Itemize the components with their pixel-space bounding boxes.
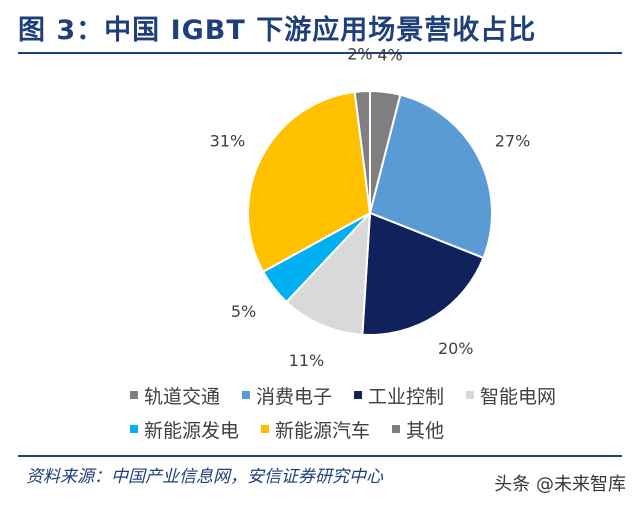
pie-slice-label-0: 4%	[377, 45, 402, 64]
pie-slice-label-5: 31%	[210, 131, 246, 150]
pie-slice-label-1: 27%	[495, 131, 531, 150]
legend-label-5: 新能源汽车	[275, 419, 371, 442]
legend-label-6: 其他	[406, 419, 445, 442]
legend-label-1: 消费电子	[256, 385, 333, 408]
source-divider	[18, 455, 622, 457]
legend-label-2: 工业控制	[368, 385, 445, 408]
pie-slice-6	[353, 89, 371, 214]
title-divider	[18, 52, 622, 54]
legend-swatch-4	[130, 425, 138, 433]
pie-slice-label-4: 5%	[231, 302, 256, 321]
pie-slice-5	[247, 90, 372, 274]
legend-label-3: 智能电网	[480, 385, 557, 408]
legend-label-0: 轨道交通	[144, 385, 221, 408]
pie-slice-label-3: 11%	[289, 351, 325, 370]
legend-swatch-1	[242, 391, 251, 399]
pie-chart: 4% 27% 20% 11% 5% 31% 2%	[210, 44, 531, 370]
legend-swatch-6	[392, 425, 401, 433]
legend-swatch-5	[261, 425, 270, 433]
pie-slice-3	[285, 210, 372, 336]
chart-title: 图 3：中国 IGBT 下游应用场景营收占比	[18, 15, 537, 46]
legend-item-2: 工业控制	[354, 382, 444, 408]
legend-item-5: 新能源汽车	[261, 416, 370, 442]
source-note: 资料来源：中国产业信息网，安信证券研究中心	[26, 467, 383, 487]
legend-label-4: 新能源发电	[144, 419, 240, 442]
pie-slice-1	[368, 93, 493, 260]
legend-item-1: 消费电子	[242, 382, 332, 408]
pie-slice-label-6: 2%	[347, 44, 372, 63]
pie-slice-label-2: 20%	[438, 339, 474, 358]
pie-slice-2	[361, 211, 485, 336]
legend-item-6: 其他	[392, 416, 444, 442]
legend-item-4: 新能源发电	[130, 416, 239, 442]
legend-swatch-0	[130, 391, 138, 399]
legend-swatch-2	[354, 391, 363, 399]
watermark: 头条 @未来智库	[494, 474, 626, 495]
legend-item-0: 轨道交通	[130, 382, 220, 408]
legend-swatch-3	[466, 391, 475, 399]
chart-legend: 轨道交通 消费电子 工业控制 智能电网新能源发电 新能源汽车 其他	[130, 382, 610, 450]
legend-item-3: 智能电网	[466, 382, 556, 408]
